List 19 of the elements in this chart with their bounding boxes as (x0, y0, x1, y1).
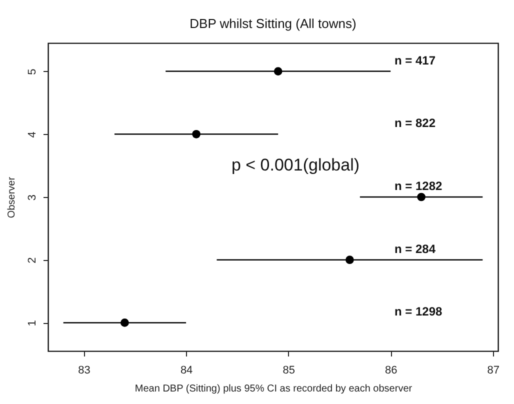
y-tick-label: 5 (26, 68, 38, 75)
x-tick-label: 86 (384, 364, 398, 376)
annotation: p < 0.001(global) (231, 156, 360, 175)
annotation: n = 822 (394, 116, 436, 130)
y-tick-label: 2 (26, 257, 38, 264)
x-tick-label: 87 (487, 364, 500, 376)
y-axis-title: Observer (6, 176, 18, 218)
y-tick-label: 4 (26, 132, 38, 138)
x-tick-label: 85 (282, 364, 295, 376)
x-axis-title: Mean DBP (Sitting) plus 95% CI as recorded by each observer (134, 384, 413, 394)
y-tick-label: 3 (26, 194, 38, 201)
chart-title: DBP whilst Sitting (All towns) (190, 16, 356, 31)
x-tick-label: 83 (78, 364, 90, 376)
annotation: n = 284 (394, 242, 436, 256)
y-tick-label: 1 (26, 320, 38, 326)
annotation: n = 417 (394, 53, 436, 68)
annotation: n = 1298 (394, 304, 443, 319)
x-tick-label: 84 (180, 364, 193, 376)
annotation: n = 1282 (394, 179, 443, 193)
